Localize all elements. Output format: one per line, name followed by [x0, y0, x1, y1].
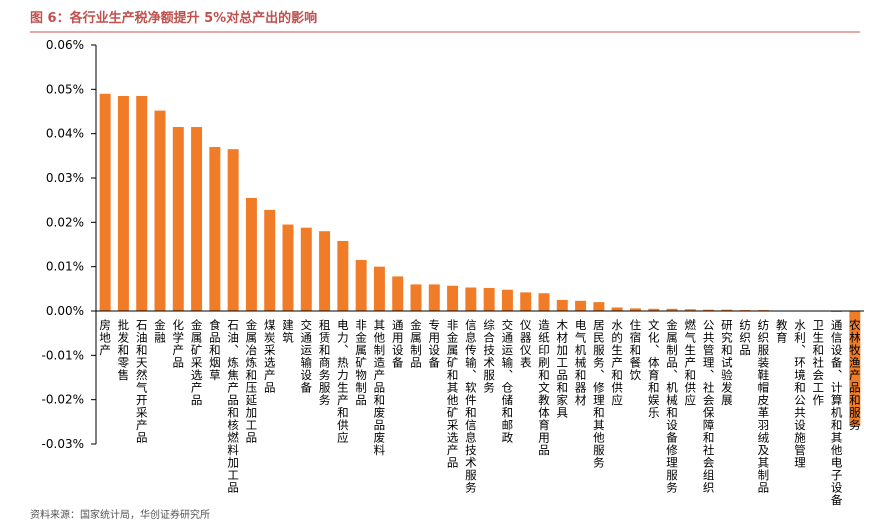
bar — [557, 300, 568, 311]
x-tick-label: 纺织品 — [738, 318, 752, 356]
bar — [356, 260, 367, 311]
x-tick-label: 通信设备、计算机和其他电子设备 — [830, 319, 844, 507]
bar — [612, 307, 623, 311]
bar — [520, 292, 531, 311]
chart-title: 图 6：各行业生产税净额提升 5%对总产出的影响 — [30, 10, 317, 26]
x-tick-label: 非金属矿和其他矿采选产品 — [446, 319, 460, 469]
y-tick-label: 0.03% — [46, 171, 84, 185]
y-tick-label: -0.02% — [42, 393, 84, 407]
x-tick-label: 交通运输、仓储和邮政 — [500, 318, 514, 444]
x-tick-label: 石油、炼焦产品和核燃料加工品 — [226, 319, 240, 494]
bar — [264, 210, 275, 311]
x-tick-label: 农林牧渔产品和服务 — [848, 318, 862, 431]
bar — [374, 267, 385, 311]
x-tick-label: 综合技术服务 — [482, 318, 496, 394]
bar — [283, 225, 294, 311]
x-tick-label: 非金属矿物制品 — [354, 319, 368, 407]
x-tick-label: 建筑 — [281, 318, 295, 344]
y-tick-label: -0.01% — [42, 348, 84, 362]
x-tick-label: 交通运输设备 — [299, 318, 313, 394]
x-tick-label: 通用设备 — [391, 319, 405, 369]
x-tick-label: 电力、热力生产和供应 — [336, 319, 350, 444]
x-tick-label: 食品和烟草 — [208, 318, 222, 381]
x-tick-label: 专用设备 — [427, 318, 441, 369]
x-tick-label: 金属制品、机械和设备修理服务 — [665, 318, 679, 494]
y-tick-label: 0.00% — [46, 304, 84, 318]
x-tick-label: 其他制造产品和废品废料 — [372, 319, 386, 457]
x-tick-label: 水利、环境和公共设施管理 — [793, 319, 807, 469]
x-tick-label: 文化、体育和娱乐 — [647, 318, 661, 419]
y-tick-label: 0.05% — [46, 82, 84, 96]
bar — [155, 111, 166, 311]
x-tick-label: 造纸印刷和文教体育用品 — [537, 318, 551, 456]
bar — [301, 228, 312, 311]
bar — [191, 127, 202, 311]
bar — [447, 286, 458, 311]
bar — [100, 94, 111, 311]
bar — [575, 301, 586, 311]
x-tick-label: 金融 — [153, 318, 167, 344]
bar — [484, 288, 495, 311]
x-tick-label: 研究和试验发展 — [720, 319, 734, 407]
x-tick-label: 木材加工品和家具 — [555, 319, 569, 419]
bar — [319, 231, 330, 311]
x-tick-label: 租赁和商务服务 — [318, 319, 332, 407]
x-tick-label: 仪器仪表 — [519, 319, 533, 369]
y-tick-label: 0.01% — [46, 260, 84, 274]
x-tick-label: 化学产品 — [171, 318, 185, 369]
x-tick-label: 水的生产和供应 — [610, 319, 624, 407]
x-tick-label: 卫生和社会工作 — [811, 319, 825, 407]
bar — [411, 284, 422, 311]
y-tick-label: -0.03% — [42, 437, 84, 451]
bar — [429, 284, 440, 311]
bar — [502, 290, 513, 311]
bar — [228, 149, 239, 311]
bar — [118, 96, 129, 311]
x-tick-label: 教育 — [775, 318, 789, 344]
bar — [593, 302, 604, 311]
bar — [246, 198, 257, 311]
x-tick-label: 批发和零售 — [116, 318, 130, 381]
x-tick-label: 纺织服装鞋帽皮革羽绒及其制品 — [756, 318, 770, 494]
bar — [209, 147, 220, 311]
y-tick-label: 0.02% — [46, 215, 84, 229]
bar — [465, 288, 476, 311]
bar — [337, 241, 348, 311]
x-tick-label: 住宿和餐饮 — [628, 318, 642, 381]
x-tick-label: 石油和天然气开采产品 — [135, 319, 149, 444]
x-tick-label: 居民服务、修理和其他服务 — [592, 319, 606, 469]
source-note: 资料来源：国家统计局，华创证券研究所 — [30, 508, 210, 521]
x-tick-label: 房地产 — [98, 319, 112, 357]
x-tick-label: 煤炭采选产品 — [263, 319, 277, 394]
y-tick-label: 0.04% — [46, 127, 84, 141]
x-tick-label: 信息传输、软件和信息技术服务 — [464, 319, 478, 494]
x-tick-label: 金属冶炼和压延加工品 — [244, 318, 258, 444]
x-tick-label: 电气机械和器材 — [574, 319, 588, 407]
bar — [136, 96, 147, 311]
x-tick-label: 燃气生产和供应 — [683, 318, 697, 406]
bar — [392, 276, 403, 311]
y-tick-label: 0.06% — [46, 38, 84, 52]
x-tick-label: 金属矿采选产品 — [190, 318, 204, 406]
x-tick-label: 公共管理、社会保障和社会组织 — [702, 319, 716, 494]
x-tick-label: 金属制品 — [409, 318, 423, 369]
bar — [539, 293, 550, 311]
bar — [173, 127, 184, 311]
